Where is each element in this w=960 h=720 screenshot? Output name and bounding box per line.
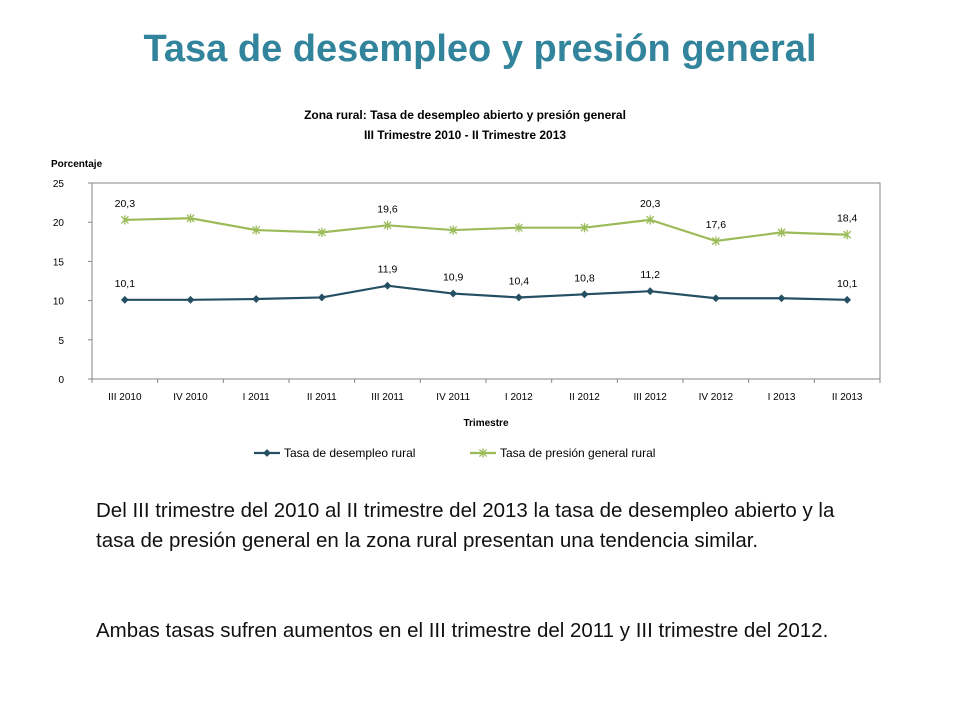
data-point bbox=[252, 225, 261, 235]
chart-title-line-1: Zona rural: Tasa de desempleo abierto y … bbox=[304, 108, 626, 122]
x-tick-label: I 2011 bbox=[243, 392, 270, 403]
x-tick-label: II 2012 bbox=[569, 392, 600, 403]
data-point bbox=[777, 294, 786, 303]
data-point bbox=[186, 295, 195, 304]
x-tick-label: III 2012 bbox=[633, 392, 667, 403]
legend-marker bbox=[478, 448, 488, 458]
data-point bbox=[777, 227, 786, 237]
x-tick-label: IV 2011 bbox=[436, 392, 470, 403]
legend-marker bbox=[263, 449, 271, 457]
legend-label: Tasa de desempleo rural bbox=[284, 446, 415, 460]
data-label: 20,3 bbox=[640, 198, 661, 210]
y-tick-label: 15 bbox=[53, 257, 65, 268]
data-point bbox=[120, 215, 129, 225]
slide-title: Tasa de desempleo y presión general bbox=[143, 28, 817, 70]
data-label: 10,8 bbox=[574, 272, 595, 284]
y-tick-label: 20 bbox=[53, 218, 65, 229]
series-line bbox=[124, 284, 848, 301]
data-point bbox=[580, 290, 589, 299]
data-point bbox=[317, 227, 326, 237]
y-tick-label: 10 bbox=[53, 297, 65, 308]
legend-label: Tasa de presión general rural bbox=[500, 446, 655, 460]
data-point bbox=[317, 293, 326, 302]
data-point bbox=[383, 281, 392, 290]
data-label: 20,3 bbox=[115, 198, 136, 210]
x-tick-label: III 2011 bbox=[371, 392, 404, 403]
data-label: 11,2 bbox=[640, 269, 660, 281]
data-point bbox=[120, 295, 129, 304]
y-tick-label: 5 bbox=[58, 336, 64, 347]
data-label: 10,1 bbox=[837, 278, 858, 290]
y-tick-label: 0 bbox=[58, 375, 64, 386]
x-tick-label: II 2011 bbox=[307, 392, 337, 403]
x-tick-label: I 2013 bbox=[768, 392, 796, 403]
data-label: 17,6 bbox=[706, 219, 727, 231]
data-point bbox=[843, 295, 852, 304]
x-tick-label: II 2013 bbox=[832, 392, 863, 403]
plot-area bbox=[91, 182, 881, 380]
data-point bbox=[711, 236, 720, 246]
data-point bbox=[449, 225, 458, 235]
data-point bbox=[514, 293, 523, 302]
paragraph-increases: Ambas tasas sufren aumentos en el III tr… bbox=[96, 619, 829, 642]
series-line bbox=[124, 217, 848, 243]
x-tick-label: IV 2010 bbox=[173, 392, 208, 403]
line-chart: Zona rural: Tasa de desempleo abierto y … bbox=[51, 108, 881, 460]
y-axis-title: Porcentaje bbox=[51, 159, 103, 170]
data-point bbox=[646, 287, 655, 296]
y-tick-label: 25 bbox=[53, 179, 65, 190]
data-point bbox=[252, 295, 261, 303]
data-label: 18,4 bbox=[837, 213, 858, 225]
chart-title-line-2: III Trimestre 2010 - II Trimestre 2013 bbox=[364, 128, 566, 142]
data-point bbox=[843, 230, 852, 240]
data-point bbox=[186, 213, 195, 223]
data-point bbox=[711, 294, 720, 303]
data-label: 19,6 bbox=[377, 203, 398, 215]
data-point bbox=[449, 289, 458, 298]
paragraph-trend: Del III trimestre del 2010 al II trimest… bbox=[96, 499, 835, 552]
x-tick-label: III 2010 bbox=[108, 392, 142, 403]
data-point bbox=[514, 223, 523, 233]
data-label: 10,9 bbox=[443, 272, 464, 284]
data-label: 10,1 bbox=[115, 278, 136, 290]
data-point bbox=[383, 220, 392, 230]
data-label: 11,9 bbox=[378, 264, 398, 276]
x-tick-label: I 2012 bbox=[505, 392, 533, 403]
x-axis-title: Trimestre bbox=[463, 418, 508, 429]
data-label: 10,4 bbox=[509, 275, 530, 287]
data-point bbox=[580, 223, 589, 233]
data-point bbox=[646, 215, 655, 225]
x-tick-label: IV 2012 bbox=[699, 392, 734, 403]
